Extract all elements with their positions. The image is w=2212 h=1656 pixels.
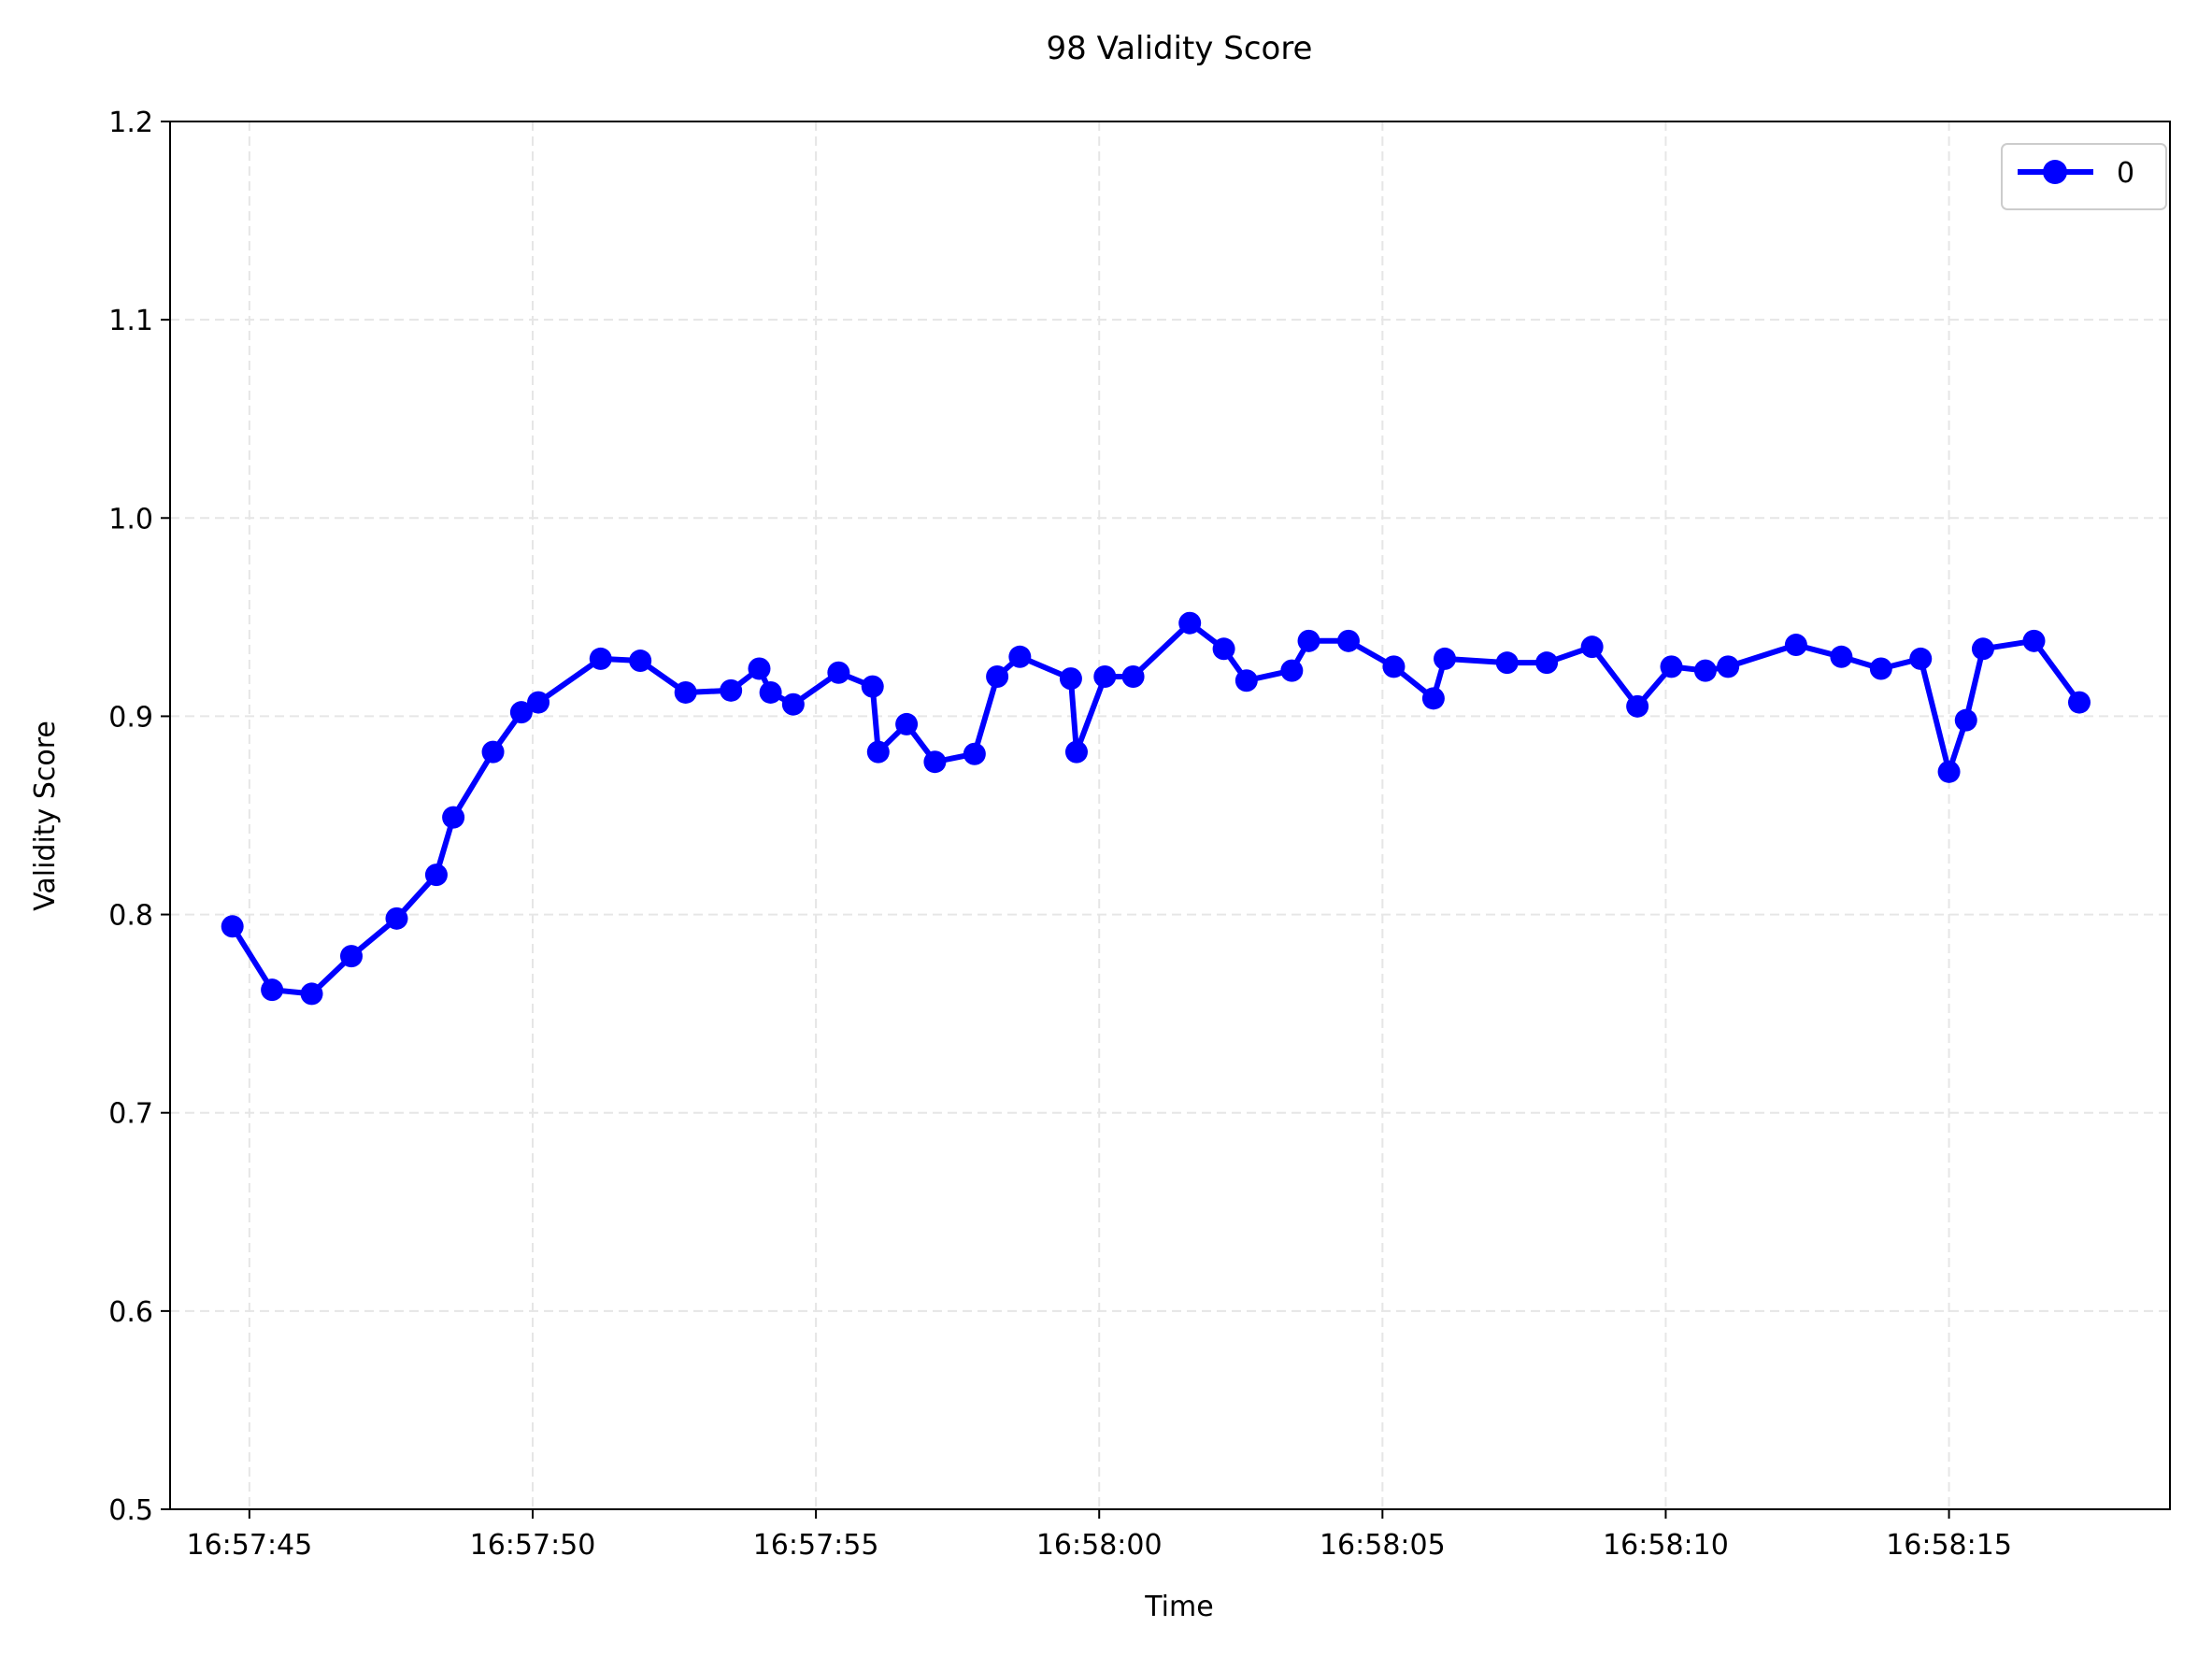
x-tick-label: 16:57:50: [470, 1529, 596, 1562]
data-point: [827, 661, 850, 684]
x-tick-label: 16:57:55: [753, 1529, 879, 1562]
data-point: [1382, 655, 1406, 678]
data-point: [261, 978, 284, 1002]
data-point: [1954, 708, 1977, 732]
legend-marker: [2043, 160, 2067, 184]
data-point: [1336, 629, 1360, 652]
data-point: [1234, 669, 1258, 692]
data-point: [589, 647, 612, 670]
data-point: [509, 701, 533, 724]
series-line: [230, 620, 2082, 997]
legend-box: [2001, 143, 2167, 210]
data-point: [1535, 651, 1559, 675]
y-tick-label: 1.2: [108, 107, 153, 139]
data-point: [720, 678, 743, 702]
data-point: [1693, 659, 1717, 682]
data-point: [300, 982, 323, 1006]
x-tick-label: 16:57:45: [186, 1529, 312, 1562]
data-point: [1280, 659, 1304, 682]
y-tick-label: 0.8: [108, 900, 153, 933]
data-point: [895, 712, 919, 735]
data-point: [385, 907, 408, 930]
y-axis-label: Validity Score: [29, 721, 62, 911]
data-point: [1178, 611, 1202, 635]
x-tick-label: 16:58:15: [1886, 1529, 2012, 1562]
data-point: [1580, 635, 1604, 659]
legend-series-label: 0: [2117, 157, 2134, 190]
data-point: [1784, 634, 1807, 657]
data-point: [1660, 655, 1683, 678]
data-point: [424, 864, 448, 887]
data-point: [1064, 740, 1088, 764]
data-point: [339, 945, 363, 968]
data-point: [674, 680, 697, 704]
data-point: [1626, 694, 1649, 718]
data-point: [963, 742, 986, 765]
x-tick-label: 16:58:00: [1036, 1529, 1163, 1562]
data-point: [1008, 645, 1032, 668]
series-layer: [221, 611, 2091, 1006]
data-point: [923, 750, 947, 774]
data-point: [1869, 657, 1892, 680]
data-point: [2022, 629, 2046, 652]
y-tick-label: 0.9: [108, 701, 153, 734]
grid-lines: [170, 121, 2170, 1510]
data-point: [781, 692, 805, 716]
data-point: [1937, 760, 1961, 783]
data-point: [1212, 637, 1235, 661]
data-point: [442, 806, 465, 829]
x-tick-label: 16:58:10: [1603, 1529, 1729, 1562]
data-point: [527, 691, 550, 714]
data-point: [481, 740, 505, 764]
chart-title: 98 Validity Score: [1047, 30, 1313, 67]
data-point: [759, 680, 782, 704]
y-tick-label: 1.0: [108, 503, 153, 535]
legend: 0: [2001, 143, 2167, 210]
data-point: [1093, 665, 1117, 688]
data-point: [866, 740, 890, 764]
x-axis-label: Time: [1144, 1591, 1213, 1623]
x-tick-label: 16:58:05: [1320, 1529, 1446, 1562]
data-point: [1830, 645, 1853, 668]
data-point: [1121, 665, 1145, 688]
y-tick-label: 0.7: [108, 1098, 153, 1131]
data-point: [986, 665, 1009, 688]
data-point: [629, 650, 652, 673]
y-tick-label: 1.1: [108, 305, 153, 337]
y-tick-label: 0.5: [108, 1494, 153, 1527]
data-point: [1434, 647, 1457, 670]
data-point: [1717, 655, 1740, 678]
data-point: [1495, 651, 1519, 675]
data-point: [2068, 691, 2091, 714]
data-point: [861, 675, 884, 698]
axis-ticks: 0.5 0.6 0.7 0.8 0.9 1.0 1.1 1.2 16:57:45 16:57:50…: [108, 107, 2012, 1562]
data-point: [221, 915, 244, 938]
y-tick-label: 0.6: [108, 1296, 153, 1329]
data-point: [1909, 647, 1933, 670]
plot-area-frame: [169, 121, 2171, 1510]
data-point: [748, 657, 771, 680]
data-point: [1297, 629, 1320, 652]
data-point: [1059, 667, 1082, 691]
data-point: [1971, 637, 1994, 661]
data-point: [1421, 687, 1445, 710]
